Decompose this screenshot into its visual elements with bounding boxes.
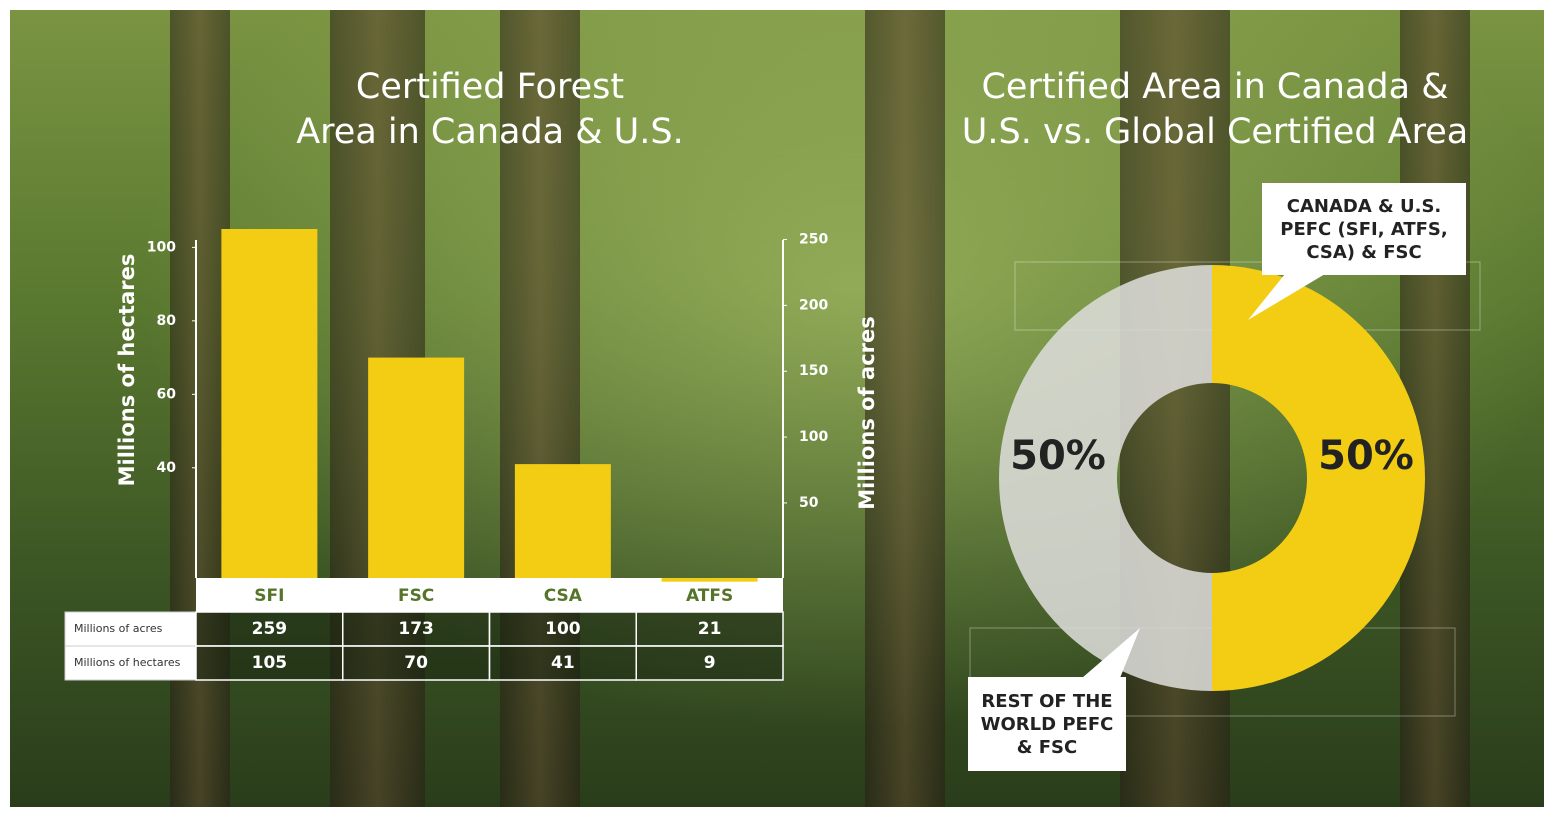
callout-pointer — [1248, 274, 1325, 320]
value-label: 50% — [1318, 433, 1414, 479]
tree-trunk — [500, 10, 580, 807]
y-axis-label: Millions of hectares — [115, 254, 139, 487]
table-value: 9 — [704, 653, 716, 673]
y2-tick-label: 200 — [799, 297, 828, 313]
tree-trunk — [865, 10, 945, 807]
y2-tick-label: 50 — [799, 495, 819, 511]
table-cell — [635, 611, 784, 647]
y2-axis-label: Millions of acres — [855, 316, 879, 509]
donut-slice — [1212, 265, 1425, 691]
callout-pointer — [1082, 628, 1140, 678]
table-row-header — [64, 611, 197, 647]
bar — [661, 578, 758, 582]
table-cell — [195, 645, 344, 681]
x-tick-label: CSA — [544, 586, 583, 606]
table-value: 173 — [398, 619, 434, 639]
table-value: 105 — [252, 653, 288, 673]
x-tick-label: FSC — [398, 586, 434, 606]
callout-label: REST OF THE WORLD PEFC & FSC — [968, 677, 1126, 771]
chart-title: Certified Forest — [356, 67, 624, 107]
bar — [221, 229, 318, 578]
y2-tick-label: 100 — [799, 429, 828, 445]
x-tick-label: ATFS — [686, 586, 733, 606]
table-value: 70 — [404, 653, 428, 673]
y-tick-label: 80 — [157, 313, 177, 329]
bar — [514, 464, 611, 578]
table-cell — [488, 645, 637, 681]
table-cell — [635, 645, 784, 681]
donut-slice — [999, 265, 1212, 691]
table-value: 21 — [698, 619, 722, 639]
y-tick-label: 60 — [157, 386, 177, 402]
callout-label: CANADA & U.S. PEFC (SFI, ATFS, CSA) & FS… — [1262, 183, 1466, 275]
chart-title: Certified Area in Canada & — [981, 67, 1448, 107]
bar — [368, 357, 465, 578]
table-cell — [195, 611, 344, 647]
x-tick-label: SFI — [254, 586, 284, 606]
table-row-label: Millions of hectares — [74, 656, 181, 669]
category-strip — [196, 578, 783, 612]
table-value: 41 — [551, 653, 575, 673]
table-value: 100 — [545, 619, 581, 639]
table-cell — [342, 611, 491, 647]
value-label: 50% — [1010, 433, 1106, 479]
y2-tick-label: 250 — [799, 232, 828, 248]
table-row-label: Millions of acres — [74, 622, 163, 635]
table-value: 259 — [252, 619, 288, 639]
y-tick-label: 100 — [147, 239, 176, 255]
chart-title: U.S. vs. Global Certified Area — [962, 112, 1468, 152]
chart-title: Area in Canada & U.S. — [296, 112, 684, 152]
y-tick-label: 40 — [157, 460, 177, 476]
y2-tick-label: 150 — [799, 363, 828, 379]
